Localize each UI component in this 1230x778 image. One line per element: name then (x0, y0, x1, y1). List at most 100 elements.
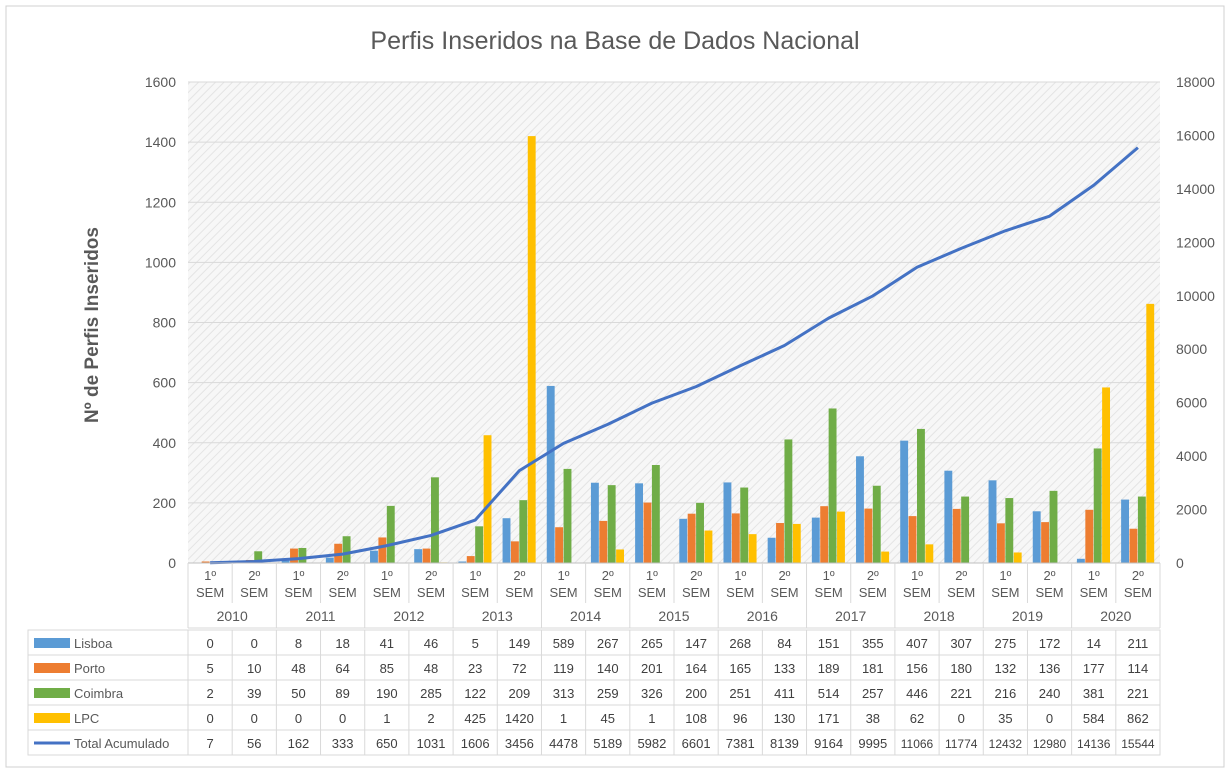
data-label: 89 (335, 686, 349, 701)
data-label: 11066 (901, 737, 934, 751)
data-label: 23 (468, 661, 482, 676)
bar-lpc (881, 552, 889, 563)
data-label: 7381 (726, 736, 755, 751)
bar-porto (599, 521, 607, 563)
bar-lisboa (679, 519, 687, 563)
data-label: 164 (685, 661, 707, 676)
bar-coimbra (431, 477, 439, 563)
bar-lpc (925, 544, 933, 563)
bar-coimbra (608, 485, 616, 563)
semester-label: SEM (329, 585, 357, 600)
data-label: 333 (332, 736, 354, 751)
semester-label: 1º (204, 568, 216, 583)
bar-coimbra (564, 469, 572, 563)
data-label: 275 (995, 636, 1017, 651)
semester-label: 1º (381, 568, 393, 583)
bar-lpc (528, 136, 536, 563)
semester-label: SEM (373, 585, 401, 600)
bar-lisboa (723, 482, 731, 563)
data-label: 5 (472, 636, 479, 651)
data-label: 35 (998, 711, 1012, 726)
data-label: 209 (509, 686, 531, 701)
data-label: 130 (774, 711, 796, 726)
semester-label: SEM (770, 585, 798, 600)
semester-label: 1º (911, 568, 923, 583)
data-label: 11774 (945, 737, 978, 751)
data-label: 96 (733, 711, 747, 726)
data-label: 46 (424, 636, 438, 651)
y-right-tick-label: 14000 (1176, 181, 1215, 197)
legend-key-lpc (34, 713, 70, 723)
data-label: 140 (597, 661, 619, 676)
data-label: 0 (206, 711, 213, 726)
bar-lisboa (370, 551, 378, 563)
bar-lisboa (414, 549, 422, 563)
semester-label: SEM (284, 585, 312, 600)
semester-label: SEM (196, 585, 224, 600)
bar-coimbra (696, 503, 704, 563)
data-label: 200 (685, 686, 707, 701)
semester-label: 1º (292, 568, 304, 583)
semester-label: SEM (815, 585, 843, 600)
data-label: 446 (906, 686, 928, 701)
semester-label: 1º (469, 568, 481, 583)
bar-lisboa (1033, 511, 1041, 563)
data-label: 12432 (989, 737, 1023, 751)
data-label: 285 (420, 686, 442, 701)
bar-lisboa (1077, 559, 1085, 563)
semester-label: 1º (646, 568, 658, 583)
data-label: 9164 (814, 736, 843, 751)
data-label: 122 (464, 686, 486, 701)
semester-label: SEM (240, 585, 268, 600)
data-label: 425 (464, 711, 486, 726)
legend-key-coimbra (34, 688, 70, 698)
data-label: 650 (376, 736, 398, 751)
data-label: 181 (862, 661, 884, 676)
data-label: 14 (1086, 636, 1100, 651)
year-label: 2019 (1012, 608, 1043, 624)
bar-lisboa (989, 480, 997, 563)
data-label: 411 (774, 686, 795, 701)
data-label: 149 (509, 636, 531, 651)
year-label: 2017 (835, 608, 866, 624)
legend-label: LPC (74, 711, 99, 726)
data-label: 0 (251, 711, 258, 726)
data-label: 147 (685, 636, 707, 651)
data-label: 257 (862, 686, 884, 701)
data-label: 62 (910, 711, 924, 726)
bar-coimbra (1005, 498, 1013, 563)
bar-lpc (1146, 304, 1154, 563)
year-label: 2020 (1100, 608, 1131, 624)
data-label: 72 (512, 661, 526, 676)
data-label: 313 (553, 686, 575, 701)
semester-label: SEM (505, 585, 533, 600)
semester-label: SEM (549, 585, 577, 600)
data-label: 1420 (505, 711, 534, 726)
bar-lisboa (635, 483, 643, 563)
data-label: 7 (206, 736, 213, 751)
bar-lisboa (326, 558, 334, 563)
data-label: 381 (1083, 686, 1105, 701)
data-label: 114 (1128, 661, 1149, 676)
year-label: 2018 (924, 608, 955, 624)
bar-porto (997, 523, 1005, 563)
bar-porto (555, 527, 563, 563)
bar-coimbra (652, 465, 660, 563)
bar-lpc (704, 531, 712, 563)
bar-lisboa (547, 386, 555, 563)
data-label: 162 (288, 736, 310, 751)
data-label: 0 (958, 711, 965, 726)
semester-label: 2º (1044, 568, 1056, 583)
bar-porto (1130, 529, 1138, 563)
bar-lisboa (1121, 500, 1129, 563)
data-label: 85 (380, 661, 394, 676)
semester-label: SEM (1124, 585, 1152, 600)
y-left-tick-label: 1000 (145, 254, 176, 270)
data-label: 151 (818, 636, 840, 651)
y-right-tick-label: 6000 (1176, 395, 1207, 411)
bar-lisboa (944, 471, 952, 563)
data-label: 326 (641, 686, 663, 701)
data-label: 48 (424, 661, 438, 676)
